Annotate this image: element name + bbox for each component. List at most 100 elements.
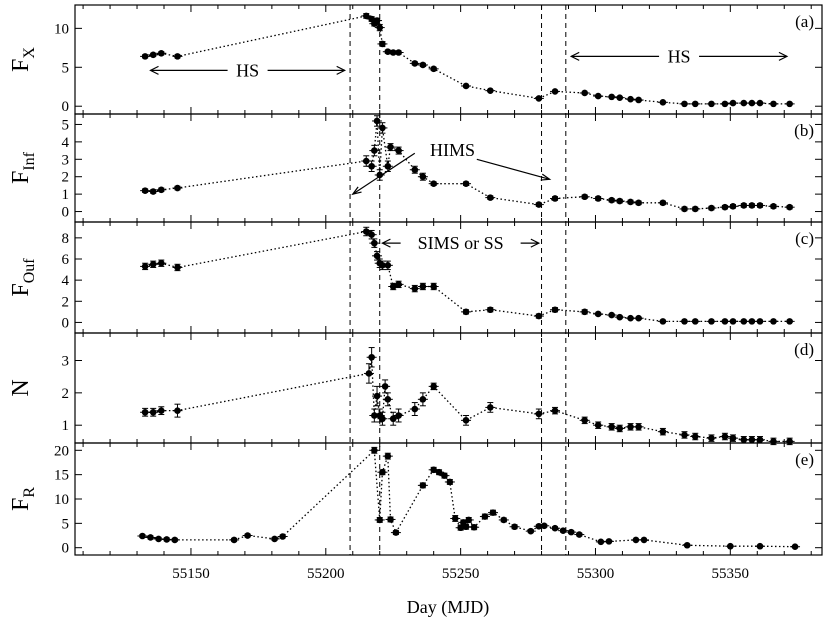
data-point <box>379 468 386 476</box>
data-point <box>594 195 602 202</box>
data-point <box>527 527 535 535</box>
data-point <box>708 318 715 325</box>
data-point <box>489 509 497 516</box>
data-point <box>559 527 567 534</box>
annotation-label: HIMS <box>430 140 475 160</box>
data-point <box>635 314 642 322</box>
data-point <box>171 536 179 544</box>
data-point <box>141 408 149 416</box>
data-point <box>540 522 548 530</box>
panel-frame <box>74 442 823 556</box>
y-tick-label: 15 <box>54 468 69 484</box>
data-point <box>157 186 165 194</box>
data-point <box>511 523 518 531</box>
data-point <box>500 516 508 524</box>
data-point <box>486 404 494 411</box>
data-point <box>371 447 378 454</box>
y-tick-label: 20 <box>54 443 69 459</box>
data-point <box>139 532 146 540</box>
data-point <box>659 99 667 106</box>
y-tick-label: 3 <box>62 152 70 168</box>
data-point <box>387 143 394 151</box>
panel-frame <box>74 332 823 444</box>
data-point <box>457 524 464 532</box>
panel-label: (c) <box>795 229 814 248</box>
data-point <box>411 405 419 413</box>
data-point <box>430 466 437 474</box>
data-point <box>244 532 251 539</box>
data-point <box>149 188 157 195</box>
y-tick-label: 5 <box>62 117 70 133</box>
annotation-label: HS <box>236 60 259 80</box>
data-point <box>640 536 648 544</box>
data-point <box>435 468 443 476</box>
x-tick-label: 55200 <box>307 566 345 582</box>
data-point <box>721 318 729 325</box>
annotation-arrowhead <box>778 51 789 61</box>
data-point <box>157 259 165 267</box>
y-tick-label: 10 <box>54 492 69 508</box>
data-point <box>174 184 181 192</box>
data-point <box>411 166 419 174</box>
data-point <box>786 438 793 445</box>
data-point <box>608 196 615 204</box>
y-axis-label-subscript: R <box>21 487 38 498</box>
data-point <box>379 262 386 269</box>
data-point <box>441 472 448 479</box>
data-point <box>740 202 748 209</box>
data-point <box>419 61 427 69</box>
y-axis-label: FX <box>8 47 38 72</box>
data-point <box>770 100 777 108</box>
data-point <box>756 318 764 325</box>
annotation-arrowhead <box>381 238 391 248</box>
data-point <box>581 89 588 97</box>
data-point <box>149 408 157 416</box>
data-point <box>627 314 634 322</box>
data-point <box>721 433 729 440</box>
data-point <box>373 392 381 400</box>
panel-e: 0 5 10 15 20 FR (e) <box>8 442 823 557</box>
data-point <box>141 263 149 270</box>
panel-label: (a) <box>795 12 814 31</box>
data-point <box>486 194 494 201</box>
y-axis-label-main: F <box>8 59 34 72</box>
data-point <box>770 203 777 210</box>
annotation-label: HS <box>668 46 691 66</box>
data-point <box>721 100 729 108</box>
data-point <box>691 433 699 440</box>
data-point <box>147 534 154 541</box>
data-point <box>627 198 634 206</box>
data-point <box>157 49 165 57</box>
data-point <box>368 231 375 238</box>
data-point <box>681 100 688 108</box>
data-point <box>430 65 437 73</box>
data-point <box>411 60 419 67</box>
data-point <box>756 542 764 550</box>
annotation-arrowhead <box>569 51 580 61</box>
data-point <box>581 308 588 316</box>
data-point <box>756 99 764 107</box>
data-point <box>174 407 181 414</box>
data-point <box>395 281 402 288</box>
y-tick-label: 0 <box>62 541 70 557</box>
y-tick-label: 5 <box>62 516 70 532</box>
y-axis-label-main: N <box>8 379 34 396</box>
annotation-arrowhead <box>351 186 362 196</box>
data-point <box>708 434 715 442</box>
series-line <box>145 357 790 443</box>
data-point <box>430 383 437 390</box>
x-tick-label: 55300 <box>577 566 615 582</box>
data-point <box>389 49 397 56</box>
data-point <box>551 524 559 532</box>
y-tick-label: 1 <box>62 187 70 203</box>
panel-frame <box>74 4 823 115</box>
data-point <box>708 204 715 212</box>
data-point <box>373 252 381 260</box>
data-point <box>616 197 624 205</box>
data-point <box>551 306 559 314</box>
data-point <box>635 96 642 104</box>
data-point <box>384 262 392 269</box>
data-point <box>691 100 699 108</box>
x-tick-label: 55250 <box>442 566 480 582</box>
panel-c: 0 2 4 6 8 FOuf (c) SIMS or SS <box>8 221 823 334</box>
